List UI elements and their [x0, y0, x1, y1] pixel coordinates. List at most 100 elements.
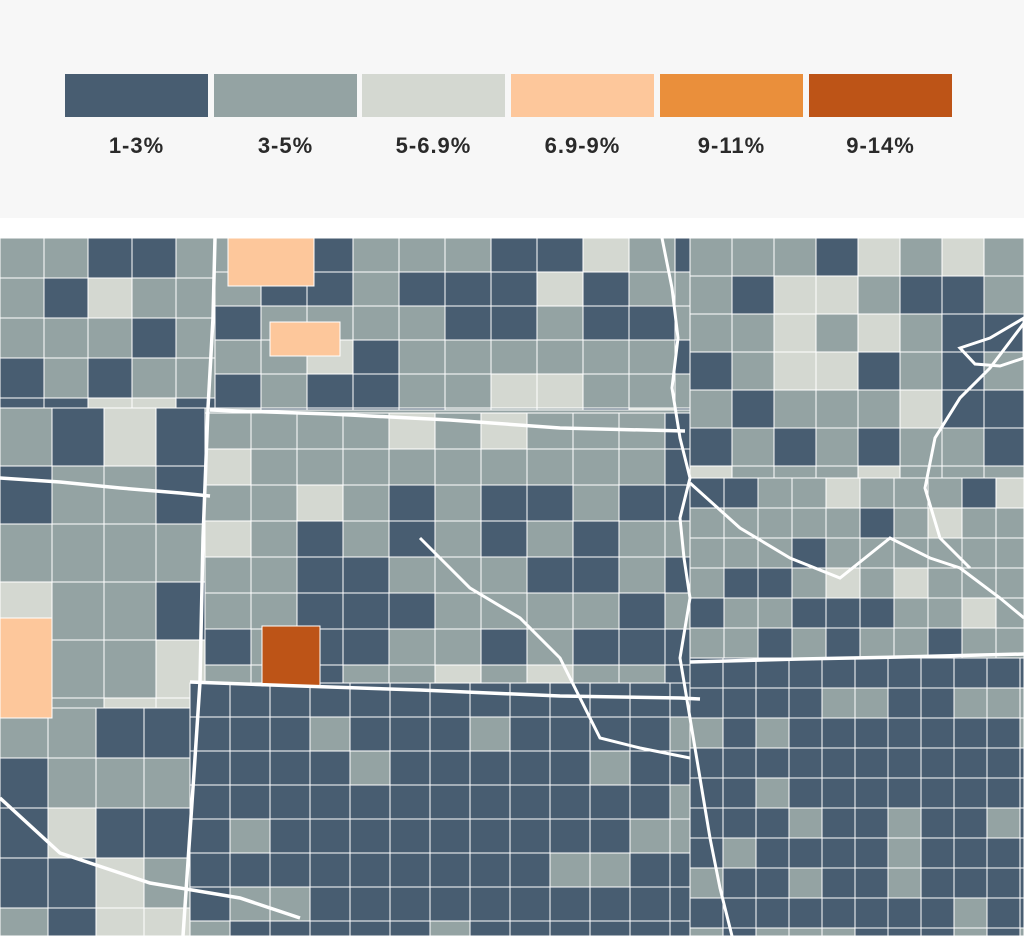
county-399 — [788, 867, 823, 899]
county-2 — [87, 238, 133, 279]
county-550 — [47, 907, 97, 936]
county-262 — [791, 477, 827, 509]
county-328 — [986, 657, 1021, 689]
county-100 — [731, 275, 775, 315]
county-237 — [204, 628, 252, 666]
county-476 — [509, 784, 551, 820]
county-111 — [857, 313, 901, 353]
county-134 — [815, 427, 859, 467]
county-365 — [755, 777, 790, 809]
county-79 — [674, 373, 691, 409]
county-270 — [723, 507, 759, 539]
county-360 — [953, 747, 988, 779]
county-152 — [51, 465, 105, 525]
county-51 — [398, 305, 446, 341]
county-292 — [791, 567, 827, 599]
county-234 — [572, 592, 620, 630]
county-389 — [821, 837, 856, 869]
county-12 — [87, 317, 133, 359]
county-529 — [549, 920, 591, 936]
county-143 — [857, 465, 901, 479]
county-197 — [388, 484, 436, 522]
county-376 — [755, 807, 790, 839]
county-81 — [260, 407, 308, 411]
county-444 — [269, 716, 311, 752]
county-371 — [953, 777, 988, 809]
county-98 — [983, 238, 1024, 277]
county-298 — [995, 567, 1024, 599]
state-border-west — [181, 238, 217, 936]
county-263 — [825, 477, 861, 509]
river-lake — [957, 316, 1024, 368]
county-515 — [509, 886, 551, 922]
county-314 — [859, 627, 895, 659]
county-280 — [723, 537, 759, 569]
county-511 — [349, 886, 391, 922]
county-86 — [490, 407, 538, 411]
county-248 — [204, 664, 252, 684]
county-224 — [618, 556, 666, 594]
county-435 — [429, 682, 471, 718]
county-95 — [857, 238, 901, 277]
county-288 — [995, 537, 1024, 569]
county-199 — [480, 484, 528, 522]
county-13 — [131, 317, 177, 359]
county-90 — [674, 407, 691, 411]
county-364 — [722, 777, 757, 809]
county-164 — [51, 639, 105, 699]
county-449 — [469, 716, 511, 752]
county-369 — [887, 777, 922, 809]
county-335 — [854, 687, 889, 719]
county-189 — [526, 448, 574, 486]
county-243 — [480, 628, 528, 666]
county-71 — [306, 373, 354, 409]
county-497 — [309, 852, 351, 888]
county-41 — [444, 271, 492, 307]
county-532 — [669, 920, 691, 936]
county-463 — [509, 750, 551, 786]
county-110 — [815, 313, 859, 353]
county-177 — [480, 412, 528, 450]
county-383 — [986, 807, 1021, 839]
county-190 — [572, 448, 620, 486]
county-430 — [229, 682, 271, 718]
county-233 — [526, 592, 574, 630]
county-133 — [773, 427, 817, 467]
county-500 — [429, 852, 471, 888]
county-206 — [296, 520, 344, 558]
legend-label-4: 6.9-9% — [544, 133, 621, 158]
county-246 — [618, 628, 666, 666]
county-481 — [189, 818, 231, 854]
county-217 — [296, 556, 344, 594]
county-451 — [549, 716, 591, 752]
county-448 — [429, 716, 471, 752]
county-0 — [0, 238, 45, 279]
county-205 — [250, 520, 298, 558]
county-421 — [788, 927, 823, 936]
county-204 — [204, 520, 252, 558]
county-316 — [927, 627, 963, 659]
county-321 — [755, 657, 790, 689]
county-highlight-554 — [269, 321, 341, 357]
county-273 — [825, 507, 861, 539]
county-65 — [536, 339, 584, 375]
county-103 — [857, 275, 901, 315]
county-440 — [629, 682, 671, 718]
county-368 — [854, 777, 889, 809]
county-375 — [722, 807, 757, 839]
county-475 — [469, 784, 511, 820]
county-535 — [95, 707, 145, 759]
county-466 — [629, 750, 671, 786]
county-188 — [480, 448, 528, 486]
county-31 — [490, 238, 538, 273]
county-30 — [444, 238, 492, 273]
county-465 — [589, 750, 631, 786]
county-437 — [509, 682, 551, 718]
county-267 — [961, 477, 997, 509]
county-492 — [629, 818, 671, 854]
county-155 — [0, 523, 53, 583]
county-137 — [941, 427, 985, 467]
county-283 — [825, 537, 861, 569]
county-526 — [429, 920, 471, 936]
county-198 — [434, 484, 482, 522]
